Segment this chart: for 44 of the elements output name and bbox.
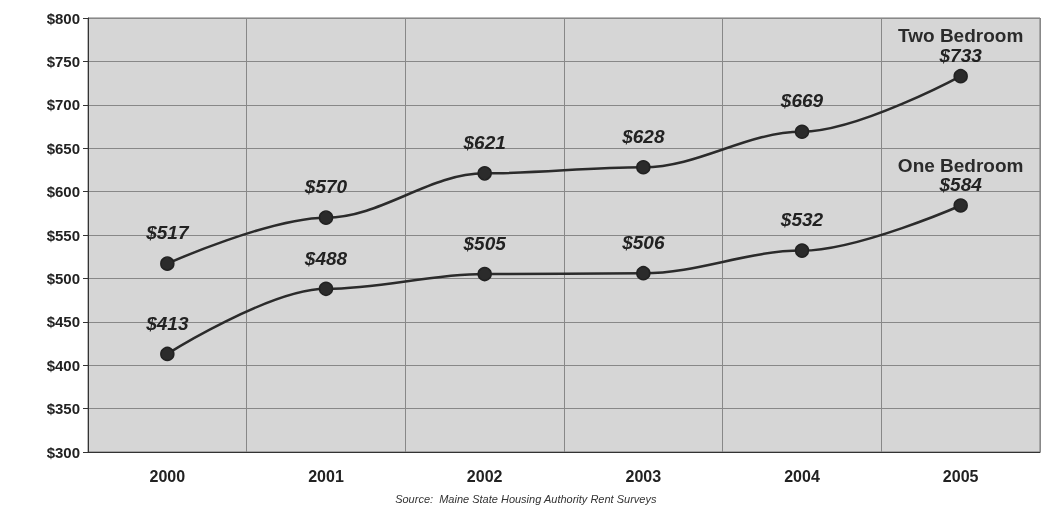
point <box>477 266 492 282</box>
x-tick-label: 2003 <box>625 467 662 485</box>
x-tick-label: 2005 <box>942 467 979 485</box>
y-tick-label: $400 <box>46 356 80 374</box>
y-tick-label: $550 <box>46 226 80 244</box>
x-tick-label: 2004 <box>784 467 820 485</box>
point <box>318 210 334 225</box>
y-tick-label: $500 <box>46 269 80 287</box>
y-tick-label: $350 <box>46 400 80 418</box>
point <box>636 160 651 175</box>
data-label: $570 <box>303 176 348 198</box>
series-label: Two Bedroom <box>898 25 1024 47</box>
point <box>953 68 968 84</box>
y-tick-label: $800 <box>46 9 80 27</box>
x-tick-label: 2001 <box>308 467 344 485</box>
point <box>794 124 810 139</box>
data-label: $413 <box>145 312 189 334</box>
point <box>636 265 651 281</box>
data-label: $517 <box>145 222 190 244</box>
point <box>953 198 968 213</box>
y-tick-label: $700 <box>46 96 80 114</box>
data-label: $532 <box>779 209 824 231</box>
x-tick-label: 2002 <box>466 467 503 485</box>
data-label: $488 <box>303 247 348 269</box>
y-tick-label: $600 <box>46 183 80 201</box>
point <box>477 166 492 181</box>
y-tick-label: $450 <box>46 313 80 331</box>
point <box>794 243 810 258</box>
point <box>318 281 334 297</box>
data-label: $505 <box>462 232 507 254</box>
y-tick-label: $650 <box>46 139 80 157</box>
source-note: Source: Maine State Housing Authority Rent Surveys <box>395 492 657 505</box>
point <box>160 346 175 362</box>
x-tick-label: 2000 <box>149 467 186 485</box>
data-label: $584 <box>938 174 983 196</box>
data-label: $669 <box>779 90 824 112</box>
y-tick-label: $750 <box>46 52 80 70</box>
data-label: $621 <box>462 132 506 154</box>
data-label: $628 <box>621 126 665 148</box>
point <box>160 256 175 271</box>
y-tick-label: $300 <box>46 443 80 461</box>
series-label: One Bedroom <box>897 154 1024 176</box>
data-label: $506 <box>621 231 665 253</box>
data-label: $733 <box>938 44 983 66</box>
